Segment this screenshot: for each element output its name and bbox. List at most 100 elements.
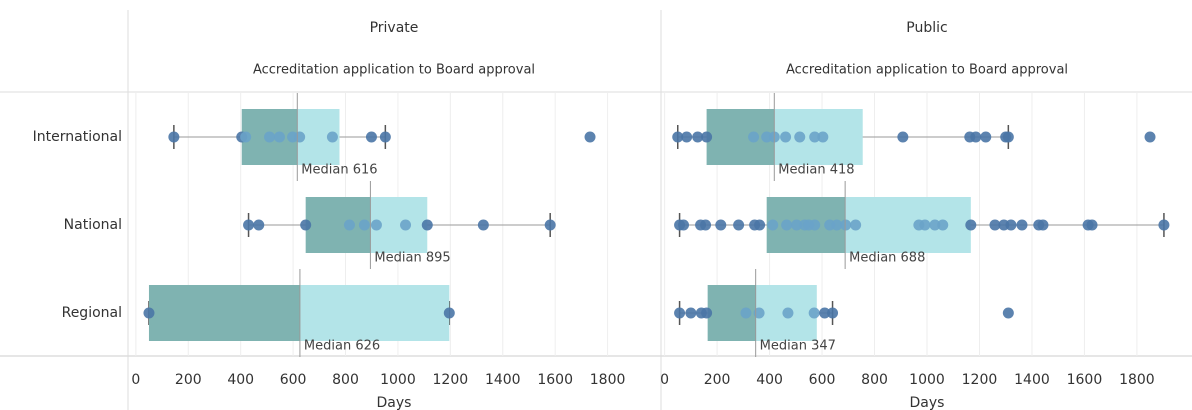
box-upper xyxy=(299,285,450,341)
x-tick-label: 1200 xyxy=(962,372,998,388)
data-point xyxy=(701,131,713,143)
x-tick-label: 600 xyxy=(280,372,307,388)
data-point xyxy=(740,307,752,319)
data-point xyxy=(584,131,596,143)
data-point xyxy=(1016,219,1028,231)
x-tick-label: 200 xyxy=(175,372,202,388)
data-point xyxy=(692,131,704,143)
data-point xyxy=(754,219,766,231)
data-point xyxy=(791,219,803,231)
x-tick-label: 1400 xyxy=(485,372,521,388)
data-point xyxy=(781,219,793,231)
data-point xyxy=(819,307,831,319)
data-point xyxy=(240,131,252,143)
panel-title: Public xyxy=(906,20,947,36)
data-point xyxy=(672,131,684,143)
median-label: Median 895 xyxy=(374,251,450,266)
data-point xyxy=(400,219,412,231)
data-point xyxy=(678,219,690,231)
data-point xyxy=(1037,219,1049,231)
data-point xyxy=(294,131,306,143)
panel-title: Private xyxy=(370,20,419,36)
x-tick-label: 1600 xyxy=(1067,372,1103,388)
data-point xyxy=(850,219,862,231)
x-tick-label: 1000 xyxy=(909,372,945,388)
data-point xyxy=(370,219,382,231)
data-point xyxy=(1144,131,1156,143)
data-point xyxy=(970,131,982,143)
x-tick-label: 1400 xyxy=(1014,372,1050,388)
data-point xyxy=(809,219,821,231)
data-point xyxy=(929,219,941,231)
data-point xyxy=(273,131,285,143)
x-tick-label: 400 xyxy=(227,372,254,388)
data-point xyxy=(358,219,370,231)
x-tick-label: 0 xyxy=(131,372,140,388)
data-point xyxy=(700,219,712,231)
data-point xyxy=(980,131,992,143)
row-label: International xyxy=(33,129,122,145)
x-axis-label: Days xyxy=(377,395,412,410)
data-point xyxy=(809,131,821,143)
data-point xyxy=(168,131,180,143)
data-point xyxy=(681,131,693,143)
x-tick-label: 400 xyxy=(756,372,783,388)
data-point xyxy=(753,307,765,319)
data-point xyxy=(780,131,792,143)
data-point xyxy=(143,307,155,319)
data-point xyxy=(379,131,391,143)
x-tick-label: 1800 xyxy=(590,372,626,388)
data-point xyxy=(733,219,745,231)
row-label: Regional xyxy=(62,305,122,321)
data-point xyxy=(243,219,255,231)
data-point xyxy=(685,307,697,319)
row-label: National xyxy=(64,217,122,233)
data-point xyxy=(421,219,433,231)
data-point xyxy=(840,219,852,231)
median-label: Median 347 xyxy=(760,339,836,354)
data-point xyxy=(674,307,686,319)
median-label: Median 616 xyxy=(301,163,377,178)
data-point xyxy=(767,219,779,231)
data-point xyxy=(343,219,355,231)
data-point xyxy=(300,219,312,231)
data-point xyxy=(443,307,455,319)
data-point xyxy=(808,307,820,319)
x-tick-label: 200 xyxy=(704,372,731,388)
x-tick-label: 0 xyxy=(660,372,669,388)
x-tick-label: 800 xyxy=(332,372,359,388)
data-point xyxy=(1002,307,1014,319)
data-point xyxy=(1005,219,1017,231)
data-point xyxy=(965,219,977,231)
box-lower xyxy=(148,285,300,341)
data-point xyxy=(701,307,713,319)
data-point xyxy=(715,219,727,231)
data-point xyxy=(1086,219,1098,231)
panel-subtitle: Accreditation application to Board appro… xyxy=(253,63,535,78)
median-label: Median 688 xyxy=(849,251,925,266)
x-tick-label: 1600 xyxy=(537,372,573,388)
data-point xyxy=(253,219,265,231)
data-point xyxy=(544,219,556,231)
data-point xyxy=(477,219,489,231)
x-tick-label: 800 xyxy=(861,372,888,388)
data-point xyxy=(794,131,806,143)
x-tick-label: 1200 xyxy=(433,372,469,388)
data-point xyxy=(782,307,794,319)
data-point xyxy=(365,131,377,143)
data-point xyxy=(1002,131,1014,143)
box-upper xyxy=(845,197,971,253)
data-point xyxy=(748,131,760,143)
data-point xyxy=(264,131,276,143)
median-label: Median 418 xyxy=(778,163,854,178)
data-point xyxy=(761,131,773,143)
x-tick-label: 1800 xyxy=(1119,372,1155,388)
median-label: Median 626 xyxy=(304,339,380,354)
data-point xyxy=(831,219,843,231)
x-tick-label: 1000 xyxy=(380,372,416,388)
data-point xyxy=(827,307,839,319)
data-point xyxy=(817,131,829,143)
data-point xyxy=(989,219,1001,231)
data-point xyxy=(937,219,949,231)
